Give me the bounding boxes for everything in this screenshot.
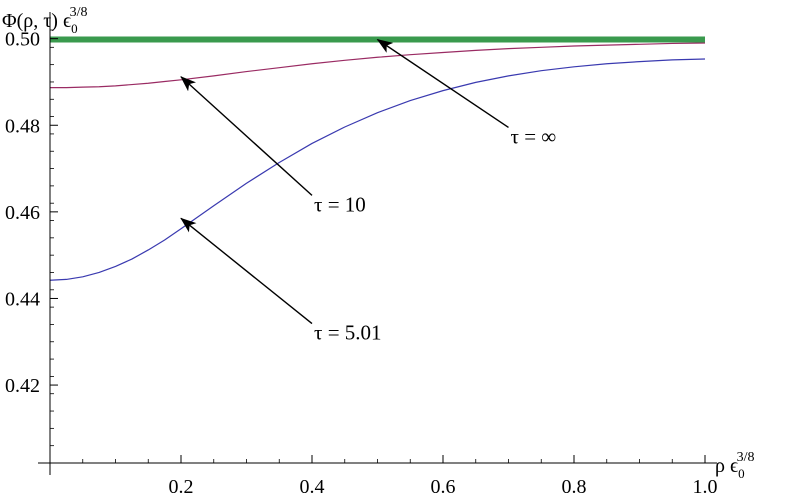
- series-line-2: [50, 42, 706, 89]
- y-axis-label: Φ(ρ, τ) ϵ03/8: [2, 5, 87, 36]
- annotation-arrow-2: [180, 76, 313, 196]
- x-axis-label-subscript: 0: [738, 466, 745, 481]
- annotation-arrow-1: [376, 38, 509, 129]
- y-axis-label-main: Φ(ρ, τ) ϵ: [2, 10, 71, 32]
- y-tick-label: 0.44: [5, 288, 40, 310]
- annotation-arrow-3: [180, 217, 313, 325]
- x-axis-label: ρ ϵ03/8: [715, 450, 754, 481]
- x-axis-label-superscript: 3/8: [737, 450, 755, 465]
- y-tick-label: 0.50: [5, 29, 40, 51]
- y-axis-label-subscript: 0: [71, 21, 78, 36]
- annotation-label-2: τ = 10: [314, 192, 366, 216]
- x-tick-label: 0.2: [169, 476, 194, 497]
- y-axis-label-superscript: 3/8: [70, 5, 88, 20]
- annotation-layer: τ = ∞ τ = 10 τ = 5.01: [180, 38, 557, 345]
- x-axis-label-main: ρ ϵ: [715, 455, 738, 477]
- x-tick-label: 0.8: [562, 476, 587, 497]
- series-line-1: [49, 58, 706, 281]
- series-layer: [49, 36, 706, 281]
- x-tick-label: 1.0: [693, 476, 718, 497]
- y-tick-label: 0.48: [5, 115, 40, 137]
- y-tick-label: 0.46: [5, 202, 40, 224]
- x-tick-label: 0.4: [300, 476, 325, 497]
- x-tick-label: 0.6: [431, 476, 456, 497]
- annotation-label-3: τ = 5.01: [314, 321, 382, 345]
- y-tick-label: 0.42: [5, 375, 40, 397]
- axes-layer: 0.2 0.4 0.6 0.8 1.0 0.42 0.44 0.46 0.48 0.50: [5, 12, 718, 497]
- annotation-label-1: τ = ∞: [511, 124, 557, 148]
